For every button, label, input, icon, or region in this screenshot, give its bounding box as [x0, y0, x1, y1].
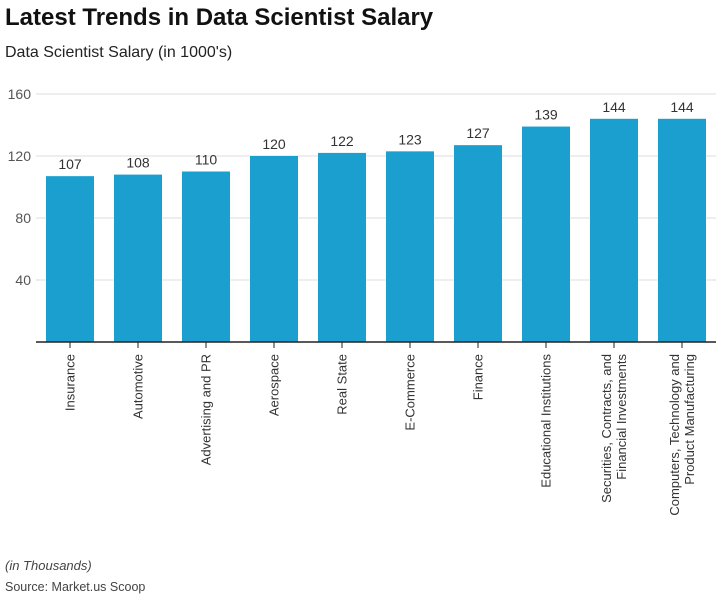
- data-label: 127: [466, 125, 490, 141]
- data-label: 108: [126, 155, 150, 171]
- bar: [250, 156, 298, 342]
- data-label: 123: [398, 131, 422, 147]
- bar: [590, 118, 638, 342]
- bar: [114, 174, 162, 342]
- chart-title: Latest Trends in Data Scientist Salary: [5, 4, 434, 31]
- x-tick-label: E-Commerce: [403, 354, 418, 431]
- bar-chart: 40 80 120 160 107 Insurance 108 Automotive 110 Ad…: [8, 86, 716, 516]
- data-label: 110: [195, 152, 218, 168]
- data-label: 139: [534, 107, 558, 123]
- bar: [46, 176, 94, 342]
- y-tick-label: 80: [15, 210, 31, 226]
- chart-subtitle: Data Scientist Salary (in 1000's): [5, 44, 233, 61]
- x-tick-label: Advertising and PR: [199, 354, 214, 465]
- data-label: 144: [670, 99, 694, 115]
- x-tick-label: Insurance: [63, 354, 78, 411]
- data-label: 107: [58, 156, 82, 172]
- x-tick-label: Aerospace: [267, 354, 282, 416]
- x-tick-label: Real State: [335, 354, 350, 415]
- x-tick-label: Computers, Technology andProduct Manufac…: [667, 354, 697, 516]
- data-label: 120: [262, 136, 286, 152]
- bar: [522, 126, 570, 342]
- units-note: (in Thousands): [5, 558, 92, 573]
- x-tick-label: Educational Institutions: [539, 354, 554, 488]
- bar: [658, 118, 706, 342]
- x-tick-label: Finance: [471, 354, 486, 400]
- bar: [386, 151, 434, 342]
- bar: [454, 145, 502, 342]
- data-label: 144: [602, 99, 626, 115]
- x-tick-label: Securities, Contracts, andFinancial Inve…: [599, 354, 629, 503]
- y-tick-label: 40: [15, 272, 31, 288]
- y-tick-label: 120: [8, 148, 32, 164]
- bar: [318, 152, 366, 342]
- x-tick-label: Automotive: [131, 354, 146, 419]
- bar: [182, 171, 230, 342]
- y-tick-label: 160: [8, 86, 32, 102]
- data-label: 122: [330, 133, 354, 149]
- source-note: Source: Market.us Scoop: [5, 580, 146, 594]
